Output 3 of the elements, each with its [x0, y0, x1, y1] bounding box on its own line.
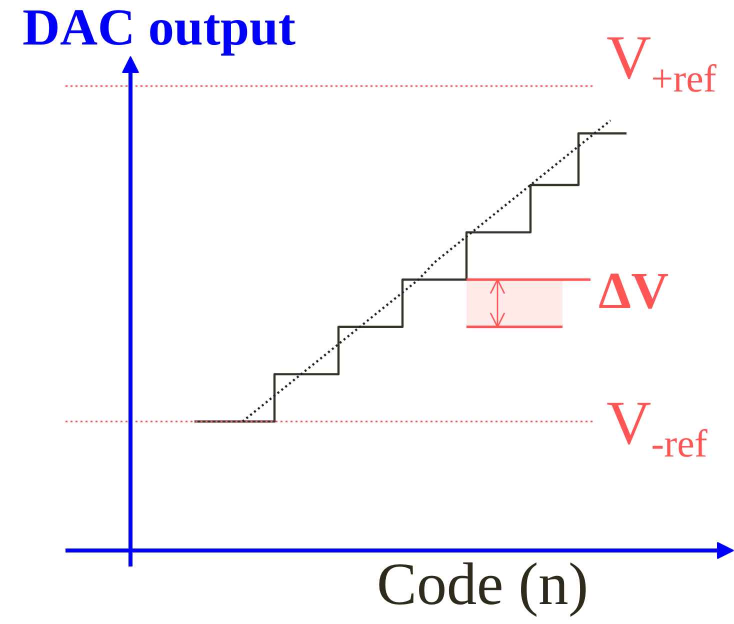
x-axis-title: Code (n): [376, 551, 588, 618]
y-axis-title: DAC output: [22, 0, 296, 56]
band-label: ΔV: [598, 263, 669, 320]
